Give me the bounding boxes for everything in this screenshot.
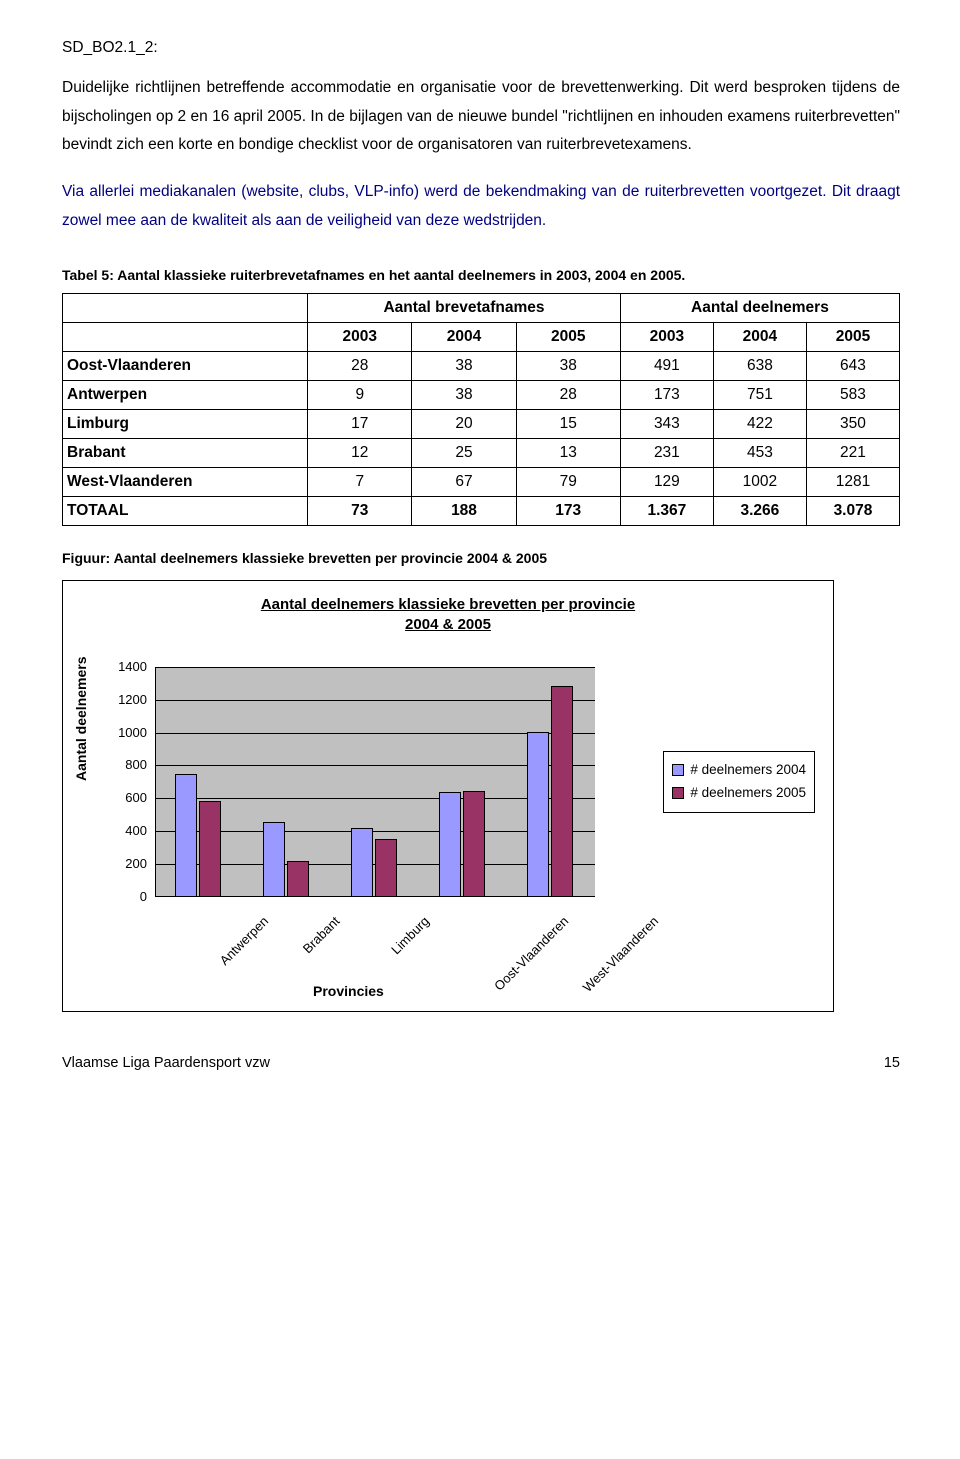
row-label: Oost-Vlaanderen — [63, 352, 308, 381]
chart-plot-area: 0200400600800100012001400AntwerpenBraban… — [155, 667, 595, 897]
footer-page: 15 — [884, 1052, 900, 1074]
table-cell: 350 — [806, 410, 899, 439]
table-cell: 638 — [713, 352, 806, 381]
y-tick-label: 600 — [107, 788, 147, 808]
footer-org: Vlaamse Liga Paardensport vzw — [62, 1052, 270, 1074]
col-group-deelnemers: Aantal deelnemers — [620, 294, 899, 323]
year-header: 2004 — [713, 323, 806, 352]
table-cell: 38 — [412, 381, 516, 410]
table-cell: 38 — [516, 352, 620, 381]
legend-swatch — [672, 764, 684, 776]
table-cell: 1.367 — [620, 497, 713, 526]
legend-label: # deelnemers 2005 — [690, 783, 806, 804]
table-cell: 15 — [516, 410, 620, 439]
table-cell: 79 — [516, 468, 620, 497]
table-cell: 20 — [412, 410, 516, 439]
row-label: TOTAAL — [63, 497, 308, 526]
x-tick-label: Limburg — [387, 912, 434, 959]
chart-bar — [287, 861, 309, 897]
chart-bar — [375, 839, 397, 897]
table-cell: 3.266 — [713, 497, 806, 526]
y-tick-label: 800 — [107, 755, 147, 775]
table-cell: 38 — [412, 352, 516, 381]
x-tick-label: West-Vlaanderen — [578, 912, 663, 997]
table-cell: 9 — [308, 381, 412, 410]
row-label: Limburg — [63, 410, 308, 439]
year-header: 2003 — [308, 323, 412, 352]
table-cell: 73 — [308, 497, 412, 526]
page-footer: Vlaamse Liga Paardensport vzw 15 — [62, 1052, 900, 1074]
y-tick-label: 1200 — [107, 690, 147, 710]
gridline — [155, 700, 595, 701]
chart-bar — [175, 774, 197, 897]
table-cell: 173 — [516, 497, 620, 526]
table-cell: 231 — [620, 439, 713, 468]
table-cell: 422 — [713, 410, 806, 439]
chart-bar — [551, 686, 573, 896]
table-cell: 188 — [412, 497, 516, 526]
paragraph-2: Via allerlei mediakanalen (website, club… — [62, 178, 900, 235]
legend-swatch — [672, 787, 684, 799]
year-header: 2005 — [516, 323, 620, 352]
legend-label: # deelnemers 2004 — [690, 760, 806, 781]
year-header: 2004 — [412, 323, 516, 352]
table-cell: 28 — [308, 352, 412, 381]
table-cell: 1281 — [806, 468, 899, 497]
chart-bar — [263, 822, 285, 896]
y-tick-label: 400 — [107, 821, 147, 841]
table-cell: 67 — [412, 468, 516, 497]
table-cell: 491 — [620, 352, 713, 381]
chart-bar — [199, 801, 221, 897]
legend-item: # deelnemers 2005 — [672, 783, 806, 804]
col-group-afnames: Aantal brevetafnames — [308, 294, 621, 323]
chart-bar — [439, 792, 461, 897]
table-cell: 173 — [620, 381, 713, 410]
table-cell: 1002 — [713, 468, 806, 497]
chart-legend: # deelnemers 2004# deelnemers 2005 — [663, 751, 815, 813]
legend-item: # deelnemers 2004 — [672, 760, 806, 781]
chart-bar — [527, 732, 549, 897]
table-cell: 13 — [516, 439, 620, 468]
table-caption: Tabel 5: Aantal klassieke ruiterbrevetaf… — [62, 265, 900, 287]
table-corner — [63, 294, 308, 323]
year-header: 2005 — [806, 323, 899, 352]
table-cell: 25 — [412, 439, 516, 468]
x-tick-label: Brabant — [298, 912, 344, 958]
chart-bar — [463, 791, 485, 897]
y-tick-label: 1000 — [107, 723, 147, 743]
row-label: West-Vlaanderen — [63, 468, 308, 497]
data-table: Aantal brevetafnames Aantal deelnemers 2… — [62, 293, 900, 526]
table-corner2 — [63, 323, 308, 352]
row-label: Brabant — [63, 439, 308, 468]
figure-caption: Figuur: Aantal deelnemers klassieke brev… — [62, 548, 900, 570]
table-cell: 7 — [308, 468, 412, 497]
table-cell: 583 — [806, 381, 899, 410]
table-cell: 12 — [308, 439, 412, 468]
section-code: SD_BO2.1_2: — [62, 36, 900, 60]
y-tick-label: 1400 — [107, 657, 147, 677]
y-tick-label: 200 — [107, 854, 147, 874]
table-cell: 3.078 — [806, 497, 899, 526]
x-tick-label: Oost-Vlaanderen — [490, 912, 574, 996]
row-label: Antwerpen — [63, 381, 308, 410]
paragraph-1: Duidelijke richtlijnen betreffende accom… — [62, 74, 900, 160]
gridline — [155, 667, 595, 668]
table-cell: 643 — [806, 352, 899, 381]
chart-container: Aantal deelnemers klassieke brevetten pe… — [62, 580, 834, 1012]
x-axis-title: Provincies — [313, 981, 384, 1003]
y-axis-title: Aantal deelnemers — [71, 656, 93, 781]
table-cell: 453 — [713, 439, 806, 468]
x-tick-label: Antwerpen — [215, 912, 273, 970]
table-cell: 129 — [620, 468, 713, 497]
chart-title: Aantal deelnemers klassieke brevetten pe… — [63, 595, 833, 636]
table-cell: 221 — [806, 439, 899, 468]
y-tick-label: 0 — [107, 887, 147, 907]
year-header: 2003 — [620, 323, 713, 352]
table-cell: 751 — [713, 381, 806, 410]
chart-bar — [351, 828, 373, 897]
table-cell: 28 — [516, 381, 620, 410]
table-cell: 343 — [620, 410, 713, 439]
table-cell: 17 — [308, 410, 412, 439]
